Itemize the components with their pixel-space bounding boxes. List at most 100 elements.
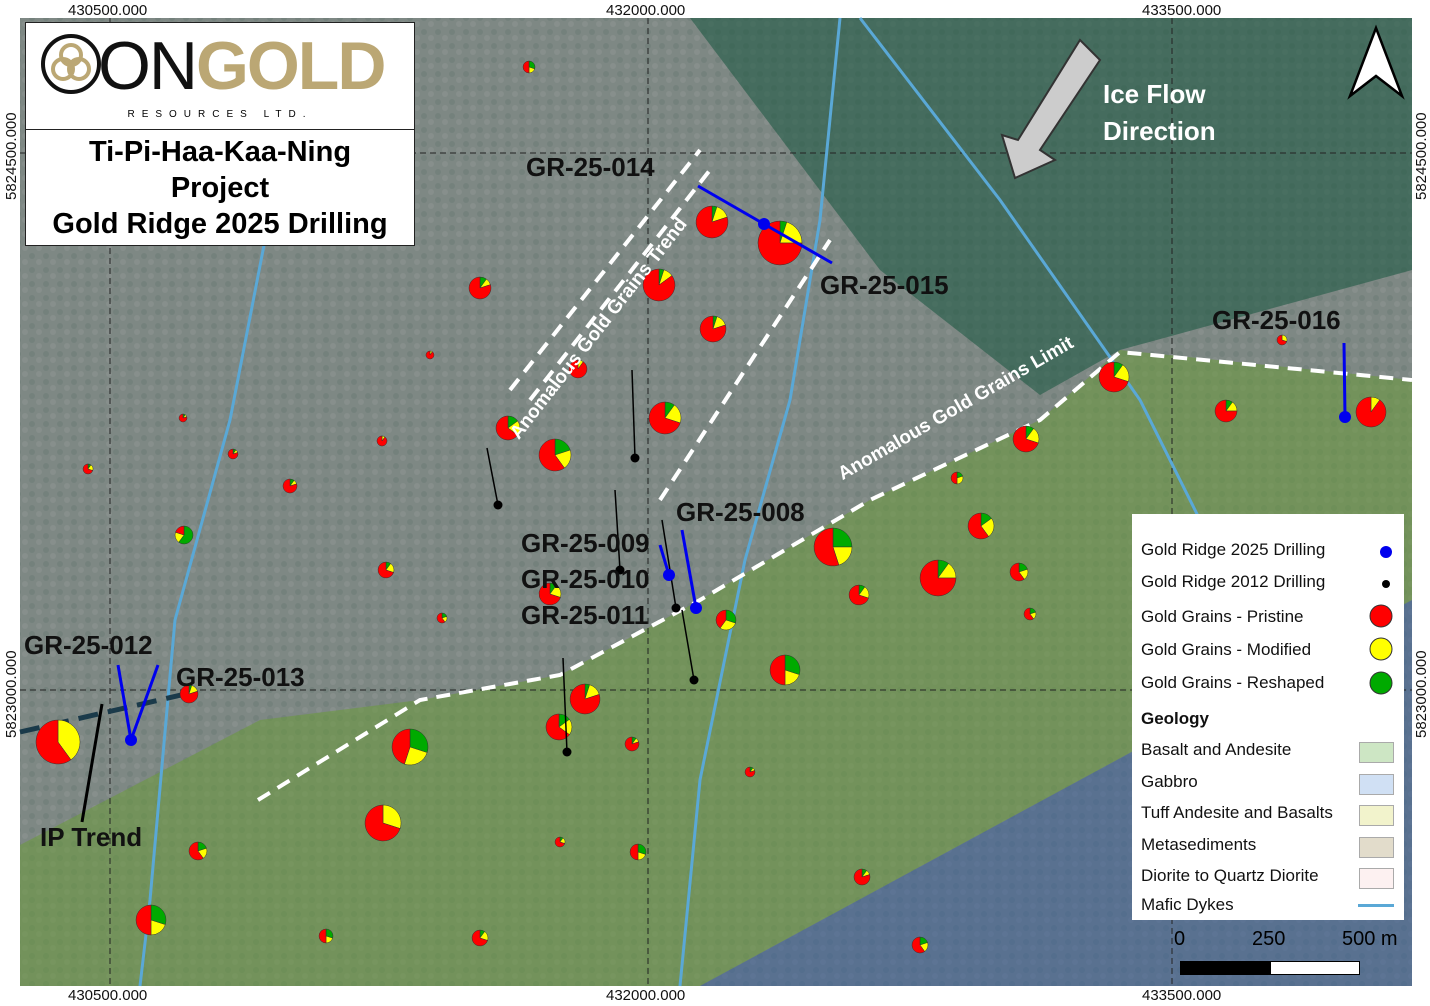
pie-slice (648, 401, 681, 435)
drill-label: GR-25-010 (521, 564, 650, 594)
x-coord-bottom-2: 432000.000 (606, 987, 686, 1004)
drill-collar[interactable] (562, 747, 572, 757)
legend-geology-item: Basalt and Andesite (1141, 740, 1292, 759)
ongold-logo: ONGOLD RESOURCES LTD. (26, 23, 414, 130)
y-coord-left-2: 5823000.000 (3, 650, 20, 738)
pie-slice (1009, 562, 1025, 582)
scale-500: 500 m (1342, 928, 1398, 950)
logo-emblem-icon (41, 34, 101, 94)
pie-slice (848, 584, 869, 606)
pie-slice (82, 463, 94, 475)
pie-slice (175, 525, 185, 536)
y-coord-left-1: 5824500.000 (3, 112, 20, 200)
pie-slice (1012, 425, 1039, 453)
pie-slice (227, 448, 239, 460)
north-arrow-icon (1347, 24, 1405, 100)
pie-slice (538, 438, 565, 472)
scale-bar-white (1270, 961, 1360, 975)
legend-2012: Gold Ridge 2012 Drilling (1141, 572, 1326, 591)
drill-label: GR-25-014 (526, 152, 655, 182)
pie-slice (522, 60, 530, 74)
x-coord-top-1: 430500.000 (68, 2, 148, 19)
drill-collar[interactable] (690, 602, 702, 614)
ice-flow-arrow (1000, 38, 1102, 180)
y-coord-right-2: 5823000.000 (1413, 650, 1430, 738)
pie-slice (624, 736, 640, 752)
pie-slice (715, 609, 727, 629)
dyke-line-icon (1358, 904, 1394, 907)
drill-label: GR-25-013 (176, 662, 305, 692)
legend-modified: Gold Grains - Modified (1141, 640, 1312, 659)
pie-slice (554, 836, 566, 848)
pie-slice (391, 728, 411, 765)
pie-slice (1023, 607, 1034, 621)
pie-slice (179, 684, 199, 704)
legend-geology-title: Geology (1141, 709, 1210, 728)
drill-trace (631, 369, 636, 459)
drill-collar[interactable] (758, 218, 770, 230)
pie-slice (468, 276, 492, 300)
basalt-zone-north (690, 18, 1412, 395)
pie-slice (569, 683, 601, 715)
pie-slice (629, 843, 639, 861)
drill-label: GR-25-016 (1212, 305, 1341, 335)
pie-slice (695, 205, 729, 239)
pie-slice (1098, 361, 1129, 393)
pie-slice (471, 929, 488, 947)
pie-slice (1355, 396, 1387, 428)
drill-collar[interactable] (1339, 411, 1351, 423)
drill-trace (486, 447, 499, 506)
map-title: Gold Ridge 2025 Drilling (52, 208, 388, 240)
yellow-circle-icon (1369, 637, 1393, 661)
pie-slice (282, 478, 298, 494)
logo-gold: GOLD (196, 28, 386, 104)
geology-swatch (1359, 742, 1394, 763)
pie-slice (813, 527, 840, 567)
drill-label: GR-25-012 (24, 630, 153, 660)
pie-slice (919, 559, 957, 597)
pie-slice (967, 512, 989, 540)
red-circle-icon (1369, 604, 1393, 628)
pie-slice (318, 928, 327, 944)
drill-collar[interactable] (493, 500, 503, 510)
title-box: ONGOLD RESOURCES LTD. Ti-Pi-Haa-Kaa-Ning… (25, 22, 415, 246)
pie-slice (382, 804, 402, 829)
green-circle-icon (1369, 671, 1393, 695)
pie-slice (188, 841, 204, 861)
pie-slice (784, 654, 801, 675)
pie-slice (150, 904, 167, 925)
pie-slice (425, 350, 435, 360)
drill-label: GR-25-015 (820, 270, 949, 300)
drill-trace (680, 529, 698, 609)
legend: Gold Ridge 2025 Drilling Gold Ridge 2012… (1132, 514, 1404, 920)
black-dot-icon (1382, 580, 1390, 588)
scale-bar-black (1180, 961, 1272, 975)
pie-slice (853, 868, 871, 886)
drill-collar[interactable] (615, 565, 625, 575)
drill-collar[interactable] (663, 569, 675, 581)
drill-collar[interactable] (125, 734, 137, 746)
anomaly-lines (256, 148, 1413, 802)
scale-0: 0 (1174, 928, 1186, 950)
drill-trace (129, 664, 160, 741)
drill-collar[interactable] (689, 675, 699, 685)
pie-slice (409, 728, 429, 753)
pie-slice (950, 471, 958, 485)
project-word: Project (170, 172, 270, 204)
legend-geology-item: Gabbro (1141, 771, 1198, 791)
pie-slice (57, 719, 81, 761)
pie-slice (568, 359, 588, 379)
pie-slice (911, 936, 926, 954)
drill-trace (562, 657, 568, 753)
legend-geology-item: Tuff Andesite and Basalts (1141, 803, 1333, 822)
legend-dykes: Mafic Dykes (1141, 895, 1234, 914)
drill-collar[interactable] (671, 603, 681, 613)
x-coord-top-3: 433500.000 (1142, 2, 1222, 19)
drill-collar[interactable] (630, 453, 640, 463)
x-coord-top-2: 432000.000 (606, 2, 686, 19)
x-coord-bottom-1: 430500.000 (68, 987, 148, 1004)
pie-slice (1214, 399, 1238, 423)
drill-trace (697, 184, 765, 226)
geology-swatch (1359, 805, 1394, 826)
x-coord-bottom-3: 433500.000 (1142, 987, 1222, 1004)
